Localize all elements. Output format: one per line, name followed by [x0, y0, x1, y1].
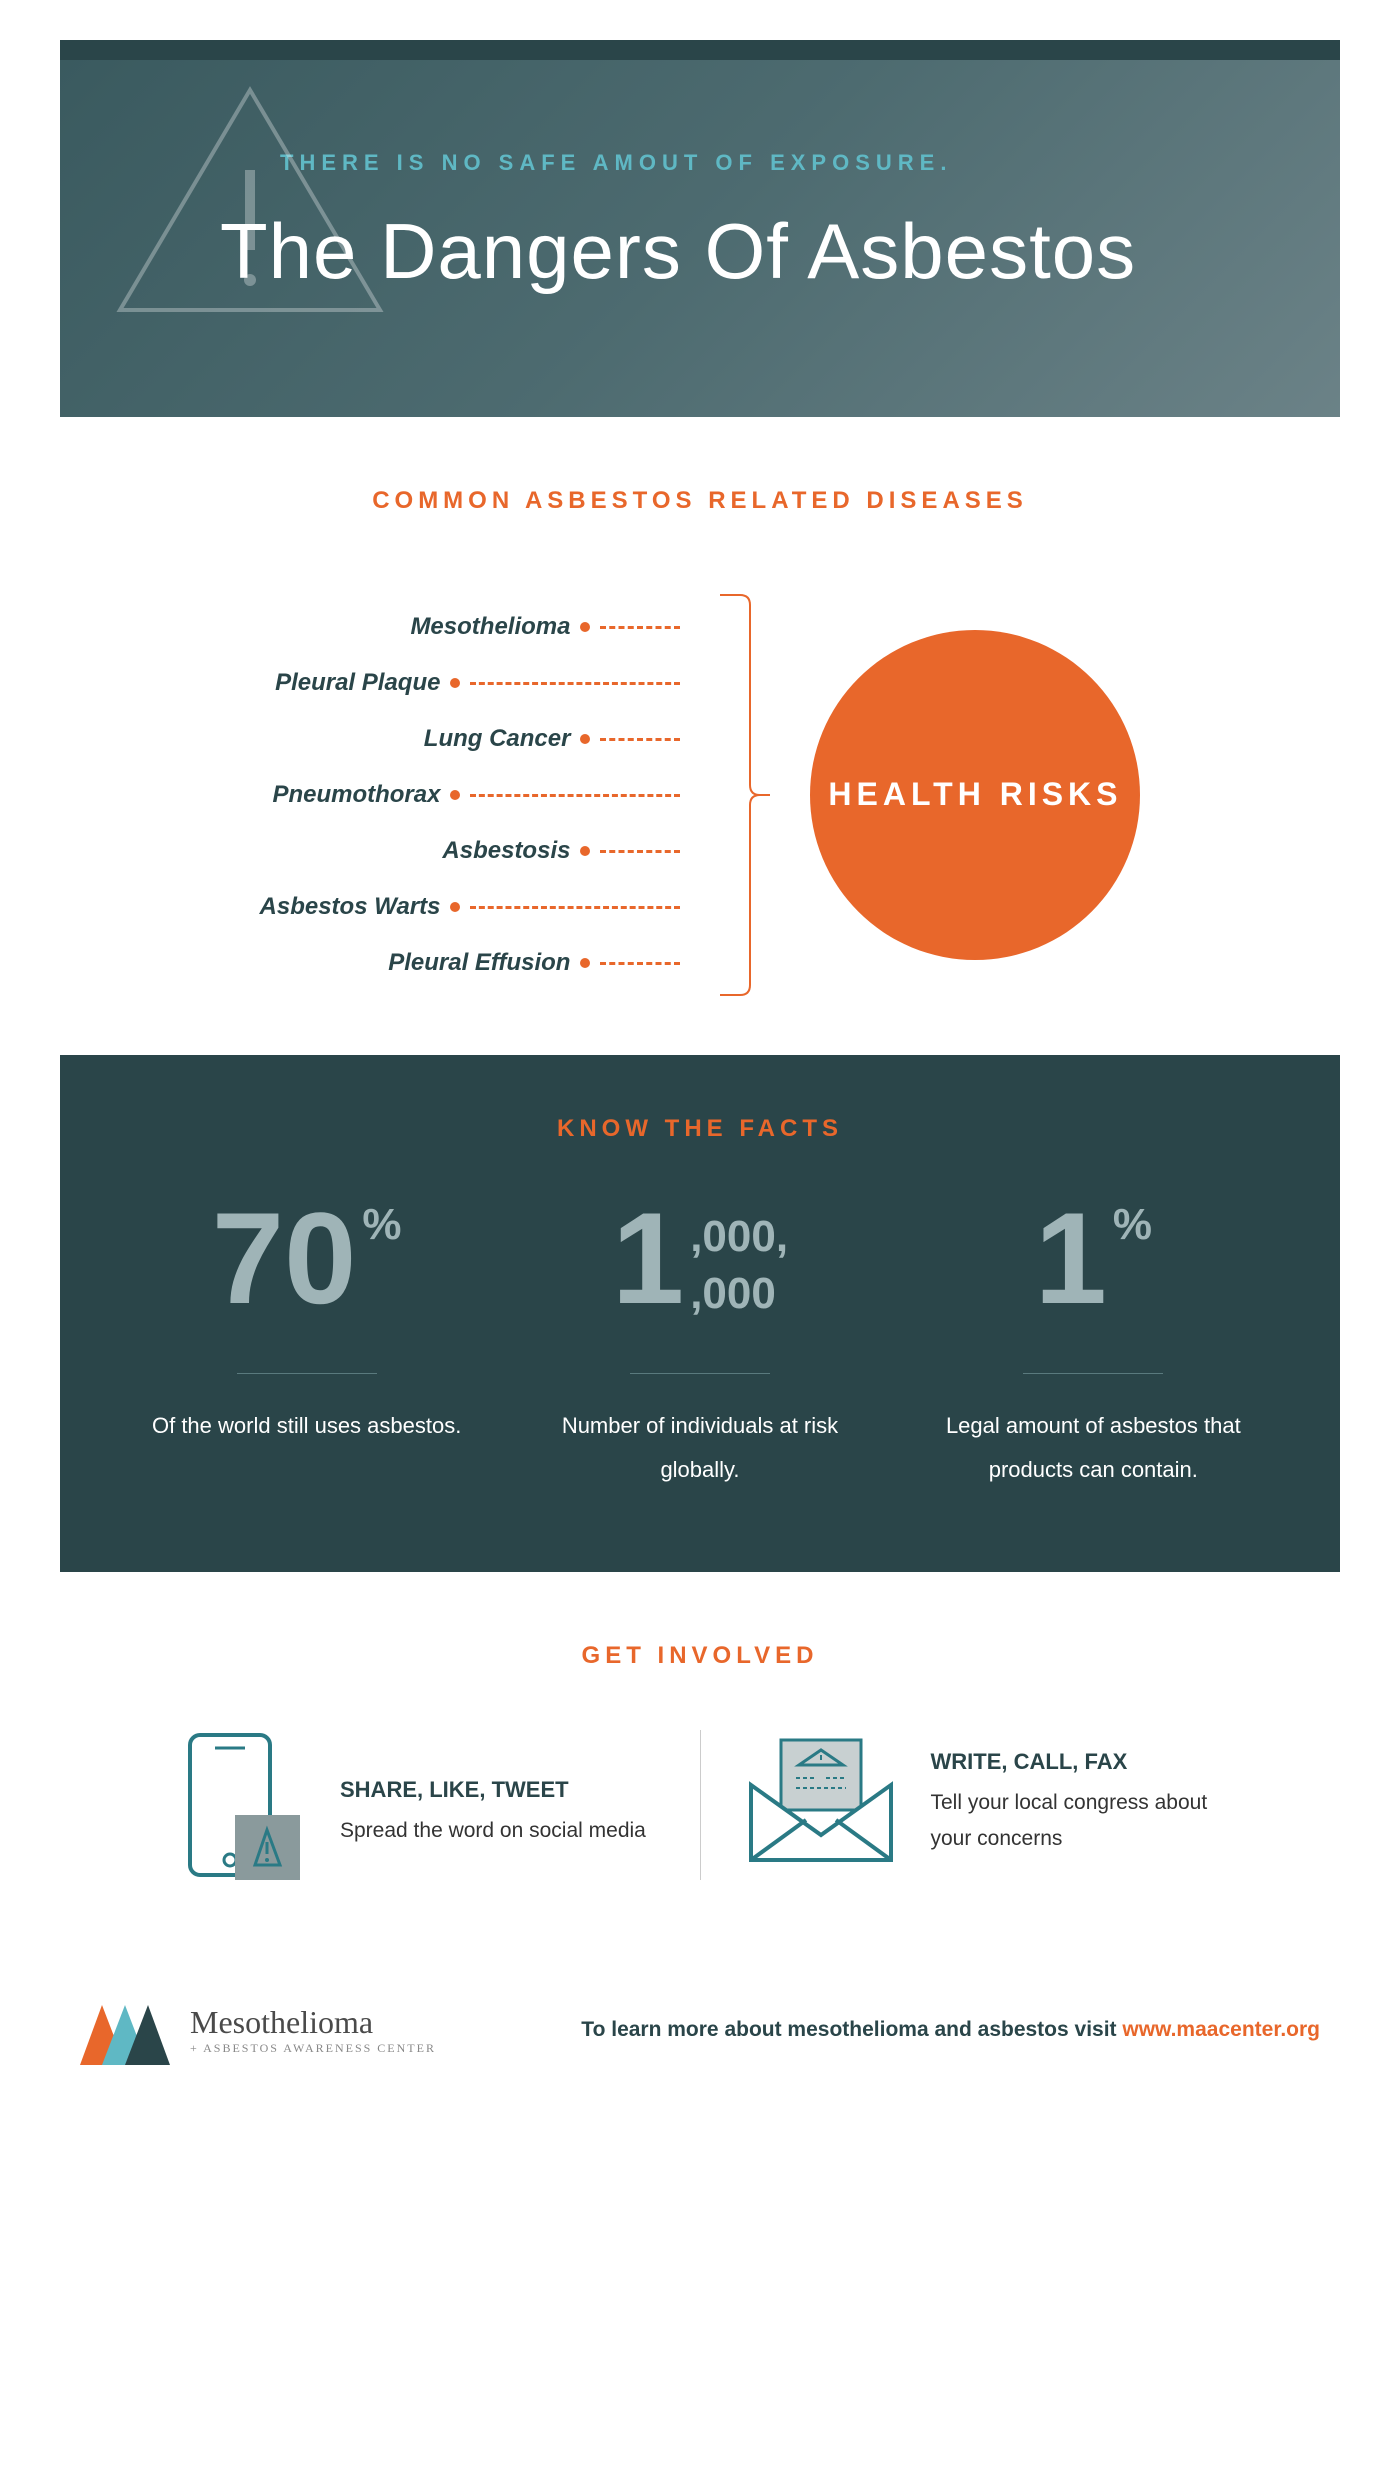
disease-item: Asbestos Warts [260, 893, 681, 921]
disease-label: Pleural Plaque [275, 669, 440, 697]
footer-link[interactable]: www.maacenter.org [1122, 2018, 1320, 2041]
fact-description: Legal amount of asbestos that products c… [927, 1404, 1260, 1492]
disease-item: Pneumothorax [272, 781, 680, 809]
disease-label: Asbestos Warts [260, 893, 441, 921]
fact-description: Of the world still uses asbestos. [140, 1404, 473, 1448]
involved-section: SHARE, LIKE, TWEET Spread the word on soc… [60, 1730, 1340, 1955]
bullet-icon [580, 846, 590, 856]
disease-item: Lung Cancer [424, 725, 681, 753]
fact-column: 70% Of the world still uses asbestos. [140, 1193, 473, 1492]
facts-panel: KNOW THE FACTS 70% Of the world still use… [60, 1055, 1340, 1572]
hero-banner: THERE IS NO SAFE AMOUT OF EXPOSURE. The … [60, 40, 1340, 417]
disease-list: Mesothelioma Pleural Plaque Lung Cancer Pne… [260, 613, 681, 977]
fact-unit: % [362, 1193, 401, 1247]
connector-line [470, 794, 680, 797]
involved-heading: GET INVOLVED [60, 1642, 1340, 1670]
disease-label: Mesothelioma [410, 613, 570, 641]
involved-subtitle: Tell your local congress about your conc… [931, 1785, 1221, 1856]
facts-heading: KNOW THE FACTS [140, 1115, 1260, 1143]
health-risks-circle: HEALTH RISKS [810, 630, 1140, 960]
bullet-icon [580, 622, 590, 632]
footer-brand-main: Mesothelioma [190, 2004, 436, 2041]
disease-item: Pleural Effusion [388, 949, 680, 977]
bracket-icon [720, 575, 770, 1015]
divider [237, 1373, 377, 1374]
fact-column: 1% Legal amount of asbestos that products… [927, 1193, 1260, 1492]
footer-logo: Mesothelioma + ASBESTOS AWARENESS CENTER [80, 1995, 436, 2065]
warning-triangle-icon [110, 80, 390, 320]
disease-label: Lung Cancer [424, 725, 571, 753]
disease-label: Asbestosis [442, 837, 570, 865]
diseases-section: Mesothelioma Pleural Plaque Lung Cancer Pne… [60, 575, 1340, 1055]
divider [1023, 1373, 1163, 1374]
fact-stat: 1% [927, 1193, 1260, 1343]
connector-line [600, 962, 680, 965]
disease-item: Asbestosis [442, 837, 680, 865]
connector-line [470, 682, 680, 685]
connector-line [600, 626, 680, 629]
fact-big-number: 1 [612, 1193, 684, 1323]
logo-icon [80, 1995, 170, 2065]
bullet-icon [450, 790, 460, 800]
bullet-icon [580, 958, 590, 968]
fact-big-number: 70 [212, 1193, 357, 1323]
footer-brand-sub: + ASBESTOS AWARENESS CENTER [190, 2041, 436, 2056]
diseases-heading: COMMON ASBESTOS RELATED DISEASES [60, 487, 1340, 515]
fact-column: 1,000,,000 Number of individuals at risk … [533, 1193, 866, 1492]
involved-title: WRITE, CALL, FAX [931, 1749, 1221, 1775]
fact-big-number: 1 [1035, 1193, 1107, 1323]
involved-subtitle: Spread the word on social media [340, 1813, 646, 1849]
divider [630, 1373, 770, 1374]
fact-stacked: ,000,,000 [690, 1193, 788, 1322]
disease-item: Mesothelioma [410, 613, 680, 641]
envelope-icon [741, 1730, 901, 1875]
connector-line [600, 738, 680, 741]
fact-description: Number of individuals at risk globally. [533, 1404, 866, 1492]
footer-text: To learn more about mesothelioma and asb… [581, 2018, 1320, 2042]
disease-item: Pleural Plaque [275, 669, 680, 697]
bullet-icon [450, 678, 460, 688]
involved-item: WRITE, CALL, FAX Tell your local congress… [701, 1730, 1261, 1875]
fact-stat: 1,000,,000 [533, 1193, 866, 1343]
involved-title: SHARE, LIKE, TWEET [340, 1777, 646, 1803]
fact-unit: % [1113, 1193, 1152, 1247]
phone-icon [180, 1730, 310, 1895]
disease-label: Pneumothorax [272, 781, 440, 809]
footer: Mesothelioma + ASBESTOS AWARENESS CENTER… [60, 1955, 1340, 2085]
bullet-icon [580, 734, 590, 744]
connector-line [470, 906, 680, 909]
involved-item: SHARE, LIKE, TWEET Spread the word on soc… [140, 1730, 700, 1895]
disease-label: Pleural Effusion [388, 949, 570, 977]
circle-label: HEALTH RISKS [828, 769, 1122, 820]
bullet-icon [450, 902, 460, 912]
connector-line [600, 850, 680, 853]
fact-stat: 70% [140, 1193, 473, 1343]
